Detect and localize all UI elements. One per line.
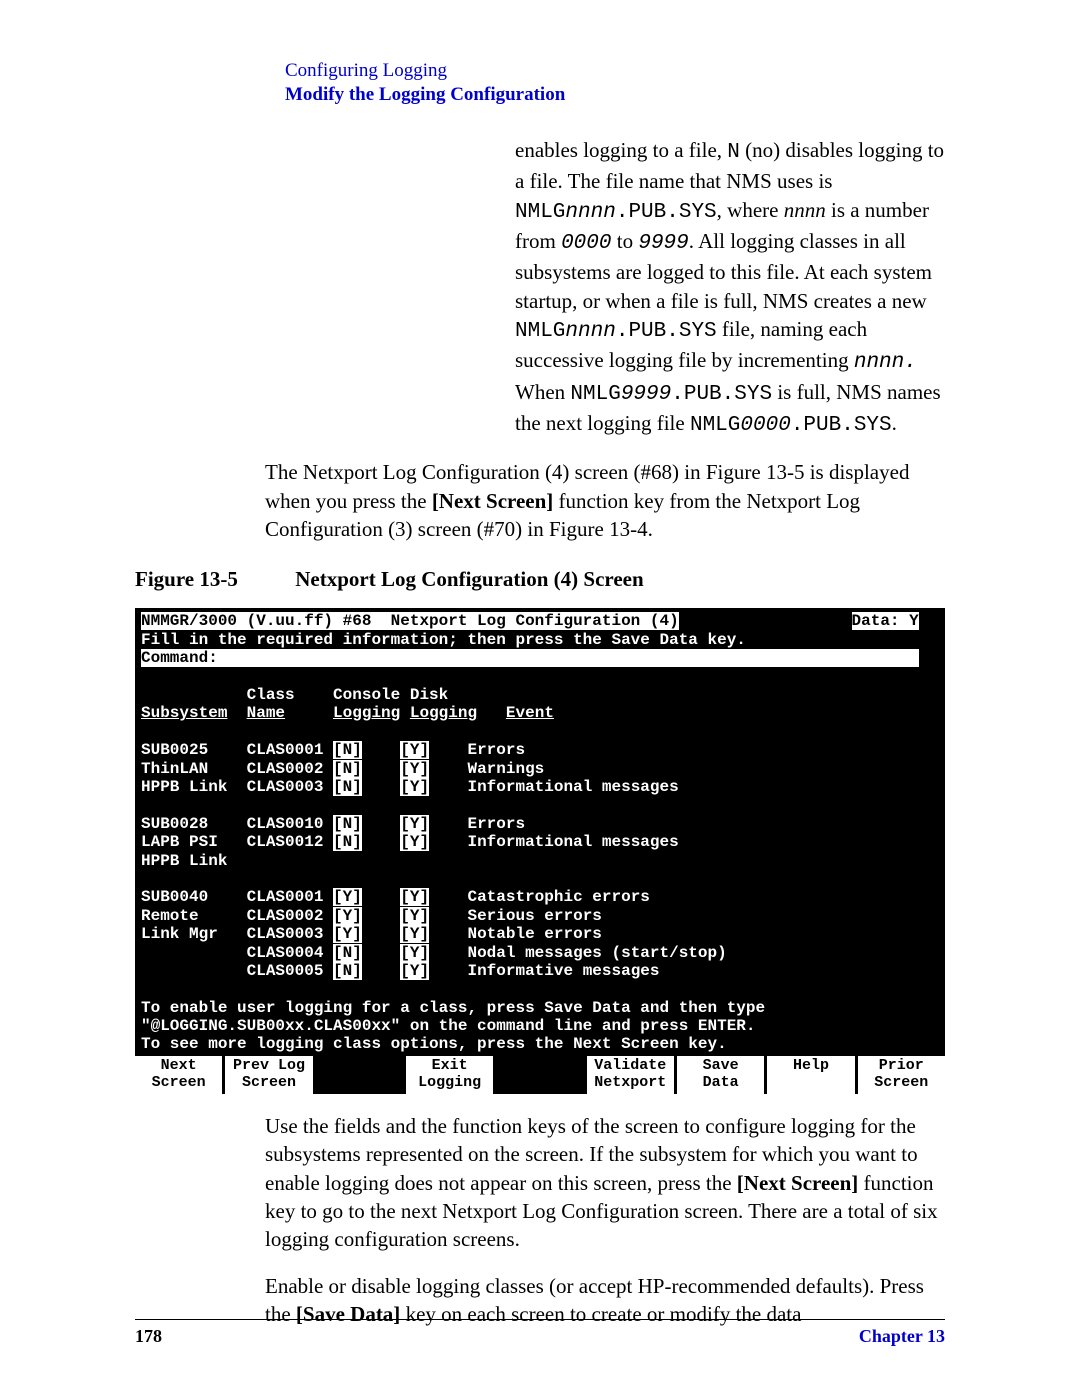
- terminal-row: HPPB Link CLAS0003 [N] [Y] Informational…: [135, 778, 945, 796]
- terminal-row: LAPB PSI CLAS0012 [N] [Y] Informational …: [135, 833, 945, 851]
- terminal-header-row2: Subsystem Name Logging Logging Event: [135, 704, 945, 722]
- terminal-row: Remote CLAS0002 [Y] [Y] Serious errors: [135, 907, 945, 925]
- function-key[interactable]: Help: [764, 1056, 854, 1094]
- function-key-bar: NextScreenPrev LogScreen ExitLogging Val…: [135, 1054, 945, 1094]
- paragraph-file-naming: enables logging to a file, N (no) disabl…: [515, 136, 945, 440]
- function-key[interactable]: ExitLogging: [403, 1056, 493, 1094]
- terminal-instruction: Fill in the required information; then p…: [135, 631, 945, 649]
- terminal-row: SUB0028 CLAS0010 [N] [Y] Errors: [135, 815, 945, 833]
- terminal-row: [135, 796, 945, 814]
- terminal-header-row1: Class Console Disk: [135, 686, 945, 704]
- function-key[interactable]: SaveData: [674, 1056, 764, 1094]
- terminal-row: SUB0025 CLAS0001 [N] [Y] Errors: [135, 741, 945, 759]
- terminal-row: CLAS0005 [N] [Y] Informative messages: [135, 962, 945, 980]
- header-subsection-title: Modify the Logging Configuration: [285, 84, 945, 106]
- terminal-screenshot: NMMGR/3000 (V.uu.ff) #68 Netxport Log Co…: [135, 608, 945, 1093]
- function-key-blank: [313, 1056, 403, 1094]
- page-number: 178: [135, 1326, 162, 1347]
- paragraph-usage: Use the fields and the function keys of …: [265, 1112, 945, 1254]
- terminal-row: [135, 870, 945, 888]
- function-key[interactable]: Prev LogScreen: [222, 1056, 312, 1094]
- document-page: Configuring Logging Modify the Logging C…: [0, 0, 1080, 1397]
- figure-title: Netxport Log Configuration (4) Screen: [295, 567, 643, 591]
- page-header: Configuring Logging Modify the Logging C…: [135, 60, 945, 106]
- figure-caption: Figure 13-5 Netxport Log Configuration (…: [135, 567, 945, 592]
- figure-label: Figure 13-5: [135, 567, 290, 592]
- chapter-link[interactable]: Chapter 13: [859, 1326, 945, 1347]
- function-key-blank: [493, 1056, 583, 1094]
- terminal-data-rows: SUB0025 CLAS0001 [N] [Y] ErrorsThinLAN C…: [135, 741, 945, 980]
- terminal-row: ThinLAN CLAS0002 [N] [Y] Warnings: [135, 760, 945, 778]
- terminal-footer-line2: "@LOGGING.SUB00xx.CLAS00xx" on the comma…: [135, 1017, 945, 1035]
- terminal-row: CLAS0004 [N] [Y] Nodal messages (start/s…: [135, 944, 945, 962]
- terminal-command-line[interactable]: Command:: [135, 649, 945, 667]
- terminal-row: HPPB Link: [135, 852, 945, 870]
- terminal-footer-line1: To enable user logging for a class, pres…: [135, 999, 945, 1017]
- paragraph-screen-intro: The Netxport Log Configuration (4) scree…: [265, 458, 945, 543]
- terminal-title-bar: NMMGR/3000 (V.uu.ff) #68 Netxport Log Co…: [135, 608, 945, 630]
- header-section-title: Configuring Logging: [285, 60, 945, 82]
- terminal-row: Link Mgr CLAS0003 [Y] [Y] Notable errors: [135, 925, 945, 943]
- function-key[interactable]: NextScreen: [135, 1056, 222, 1094]
- function-key[interactable]: PriorScreen: [855, 1056, 945, 1094]
- terminal-row: SUB0040 CLAS0001 [Y] [Y] Catastrophic er…: [135, 888, 945, 906]
- function-key[interactable]: ValidateNetxport: [584, 1056, 674, 1094]
- page-footer: 178 Chapter 13: [135, 1319, 945, 1347]
- terminal-footer-line3: To see more logging class options, press…: [135, 1035, 945, 1053]
